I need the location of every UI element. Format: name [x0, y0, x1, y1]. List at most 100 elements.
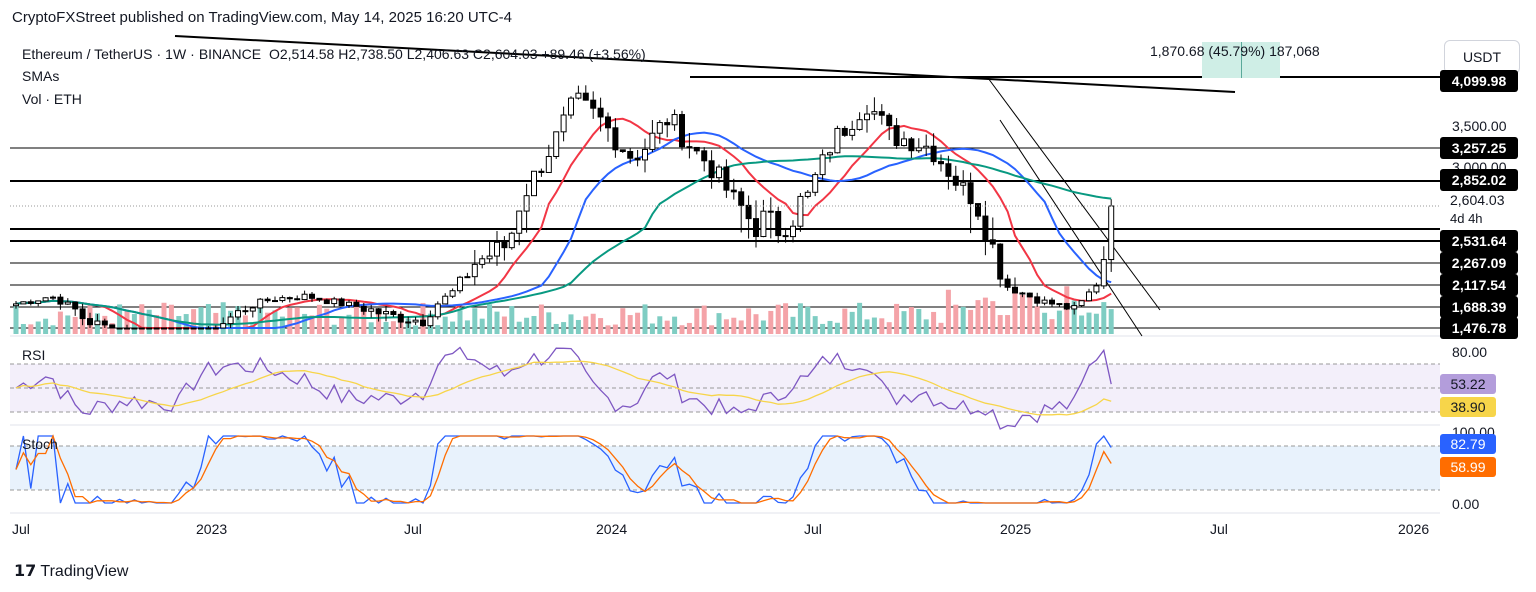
volume-bar — [746, 308, 752, 334]
volume-bar — [1005, 315, 1011, 334]
price-tag: 2,531.64 — [1440, 230, 1518, 252]
symbol-legend[interactable]: Ethereum / TetherUS · 1W · BINANCE O2,514.58… — [22, 46, 646, 62]
volume-bar — [472, 308, 478, 334]
tradingview-logo[interactable]: 𝟭𝟳 TradingView — [14, 561, 128, 581]
volume-bar — [1034, 306, 1040, 334]
candle-body — [1019, 292, 1026, 295]
volume-bar — [975, 300, 981, 334]
candle-body — [383, 311, 389, 315]
volume-bar — [250, 324, 256, 334]
candle-body — [849, 128, 856, 136]
volume-bar — [361, 310, 367, 334]
candle-body — [508, 232, 515, 249]
volume-bar — [709, 325, 715, 334]
volume-bar — [753, 314, 759, 334]
volume-bar — [28, 324, 34, 334]
candle-body — [1004, 278, 1011, 288]
open-value: O2,514.58 — [268, 46, 335, 62]
price-tag: 1,688.39 — [1440, 296, 1518, 318]
candle-body — [449, 290, 456, 297]
tradingview-logo-text: TradingView — [40, 563, 129, 580]
candle-body — [72, 301, 79, 310]
volume-bar — [257, 302, 263, 334]
change-value: +89.46 (+3.56%) — [541, 46, 646, 62]
volume-bar — [368, 322, 374, 334]
price-tag: 1,476.78 — [1440, 317, 1518, 339]
volume-bar — [242, 315, 248, 334]
time-axis-label: Jul — [404, 521, 422, 537]
volume-bar — [376, 309, 382, 334]
volume-bar — [649, 323, 655, 334]
candle-body — [819, 154, 826, 176]
volume-bar — [1108, 309, 1114, 334]
volume-bar — [50, 325, 56, 334]
candle-body — [516, 210, 523, 234]
volume-bar — [1049, 319, 1055, 334]
candle-body — [871, 111, 878, 115]
candle-body — [886, 114, 893, 127]
volume-bar — [768, 310, 774, 334]
volume-bar — [1027, 296, 1033, 334]
candle-body — [1049, 299, 1055, 305]
volume-bar — [590, 313, 596, 334]
symbol-interval[interactable]: 1W — [165, 46, 187, 62]
volume-bar — [997, 315, 1003, 334]
candle-body — [87, 318, 93, 326]
candle-body — [405, 321, 412, 324]
candle-body — [175, 327, 182, 330]
volume-bar — [457, 310, 463, 334]
volume-bar — [760, 320, 766, 334]
volume-bar — [620, 308, 626, 334]
volume-bar — [324, 308, 330, 334]
candle-body — [390, 311, 397, 315]
candle-body — [975, 203, 981, 217]
candle-body — [753, 218, 759, 238]
candle-body — [841, 127, 848, 136]
volume-bar — [309, 315, 315, 334]
volume-legend[interactable]: Vol · ETH — [22, 91, 82, 107]
volume-bar — [797, 303, 803, 334]
symbol-name[interactable]: Ethereum / TetherUS — [22, 46, 153, 62]
candle-body — [464, 276, 471, 279]
currency-button[interactable]: USDT — [1444, 40, 1520, 74]
volume-bar — [198, 307, 204, 334]
volume-bar — [213, 312, 219, 334]
stoch-pane-title[interactable]: Stoch — [22, 436, 58, 452]
candle-body — [997, 243, 1004, 280]
candle-body — [153, 327, 160, 330]
volume-bar — [13, 304, 19, 334]
candle-body — [501, 241, 508, 249]
price-tag: 3,257.25 — [1440, 137, 1518, 159]
volume-bar — [857, 302, 863, 334]
candle-body — [864, 113, 870, 121]
volume-bar — [827, 320, 833, 334]
time-axis-label: Jul — [804, 521, 822, 537]
candle-body — [708, 160, 715, 179]
candle-body — [1034, 296, 1041, 304]
smas-legend[interactable]: SMAs — [22, 68, 60, 84]
sma-200-line — [15, 155, 1112, 326]
close-value: C2,604.03 — [472, 46, 538, 62]
volume-bar — [1012, 288, 1018, 334]
volume-bar — [524, 317, 530, 334]
candle-body — [679, 114, 685, 148]
volume-bar — [568, 314, 574, 334]
candle-body — [656, 122, 663, 134]
candle-body — [642, 148, 648, 161]
candle-body — [131, 327, 138, 330]
candle-body — [412, 319, 419, 323]
publisher-header: CryptoFXStreet published on TradingView.… — [12, 9, 512, 26]
volume-bar — [501, 316, 507, 334]
candle-body — [1078, 300, 1085, 307]
volume-bar — [205, 304, 211, 334]
volume-bar — [176, 316, 182, 334]
volume-bar — [109, 323, 115, 334]
rsi-pane-title[interactable]: RSI — [22, 347, 46, 363]
candle-body — [553, 131, 560, 157]
stoch-k-value-tag: 82.79 — [1440, 434, 1496, 454]
volume-bar — [272, 310, 278, 334]
volume-bar — [531, 315, 537, 334]
volume-bar — [331, 324, 337, 334]
price-tag: 2,267.09 — [1440, 252, 1518, 274]
